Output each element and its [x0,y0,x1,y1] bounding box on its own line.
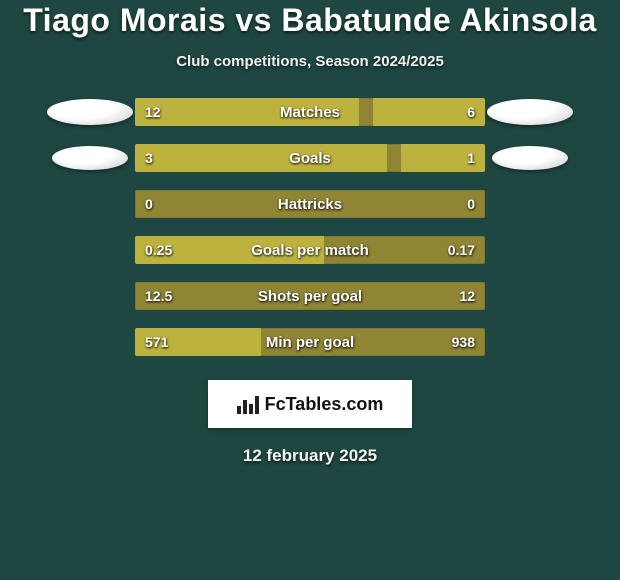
metric-row: 12 6 Matches [45,98,575,126]
metric-row: 3 1 Goals [45,144,575,172]
metric-bar: 12 6 Matches [135,98,485,126]
metric-row: 0 0 Hattricks [45,190,575,218]
metric-bar: 0.25 0.17 Goals per match [135,236,485,264]
metric-label: Goals [289,150,331,167]
player-left-avatar [45,144,135,172]
metric-value-left: 3 [145,150,153,166]
metric-value-right: 938 [452,334,475,350]
metric-value-left: 0.25 [145,242,172,258]
metric-bar: 3 1 Goals [135,144,485,172]
metric-row: 0.25 0.17 Goals per match [45,236,575,264]
metric-value-right: 0.17 [448,242,475,258]
avatar-ellipse-icon [492,146,568,170]
player-right-avatar [485,144,575,172]
metric-bar: 571 938 Min per goal [135,328,485,356]
player-left-avatar [45,98,135,126]
avatar-ellipse-icon [47,99,133,125]
metric-row: 571 938 Min per goal [45,328,575,356]
metric-value-right: 12 [459,288,475,304]
brand-badge[interactable]: FcTables.com [208,380,412,428]
metric-label: Shots per goal [258,288,362,305]
metric-label: Min per goal [266,334,354,351]
avatar-ellipse-icon [52,146,128,170]
comparison-title: Tiago Morais vs Babatunde Akinsola [23,2,597,39]
metrics-list: 12 6 Matches 3 1 Goals 0 0 Hattricks 0.25 0.17 Goal… [45,98,575,374]
metric-label: Goals per match [251,242,369,259]
bar-fill-left [135,144,387,172]
metric-value-left: 571 [145,334,168,350]
metric-value-right: 1 [467,150,475,166]
snapshot-date: 12 february 2025 [243,446,377,466]
metric-value-right: 6 [467,104,475,120]
metric-label: Hattricks [278,196,342,213]
metric-value-right: 0 [467,196,475,212]
brand-text: FcTables.com [265,394,384,415]
metric-value-left: 0 [145,196,153,212]
metric-label: Matches [280,104,340,121]
metric-row: 12.5 12 Shots per goal [45,282,575,310]
bar-chart-icon [237,394,259,414]
metric-bar: 0 0 Hattricks [135,190,485,218]
metric-value-left: 12.5 [145,288,172,304]
avatar-ellipse-icon [487,99,573,125]
comparison-subtitle: Club competitions, Season 2024/2025 [176,53,444,70]
player-right-avatar [485,98,575,126]
metric-bar: 12.5 12 Shots per goal [135,282,485,310]
metric-value-left: 12 [145,104,161,120]
